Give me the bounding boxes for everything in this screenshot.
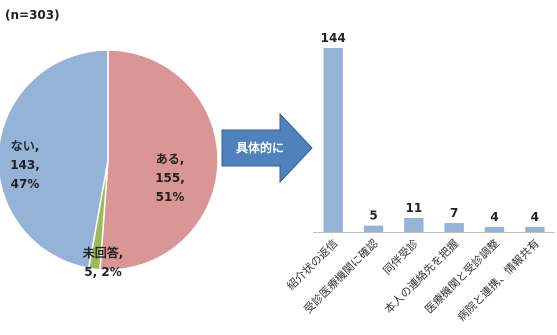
pie-label-no: ない, 143, 47% <box>10 139 40 191</box>
category-label: 本人の連絡先を把握 <box>381 236 461 316</box>
category-label: 受診医療機関に確認 <box>301 236 381 316</box>
category-label: 同伴受診 <box>380 236 421 277</box>
pie-label-yes: ある, 155, 51% <box>155 152 185 204</box>
bar <box>484 226 505 232</box>
bar <box>525 226 545 232</box>
bar-value-label: 4 <box>490 210 498 224</box>
bar <box>444 223 464 232</box>
bar-value-label: 5 <box>369 209 377 223</box>
arrow-label: 具体的に <box>235 141 284 155</box>
bar <box>363 225 384 232</box>
bar <box>323 48 343 232</box>
bar-value-label: 4 <box>531 210 539 224</box>
pie-slice-yes <box>99 49 219 271</box>
pie-label-no-answer: 未回答, 5, 2% <box>82 246 124 279</box>
bar <box>404 217 424 232</box>
pie-slice-no <box>0 49 109 270</box>
bar-value-label: 7 <box>450 206 458 220</box>
sample-size-label: (n=303) <box>5 8 60 22</box>
bar-value-label: 144 <box>321 31 346 45</box>
category-label: 医療機関と受診調整 <box>422 236 502 316</box>
arrow-icon <box>221 112 313 184</box>
bar-value-label: 11 <box>405 201 422 215</box>
